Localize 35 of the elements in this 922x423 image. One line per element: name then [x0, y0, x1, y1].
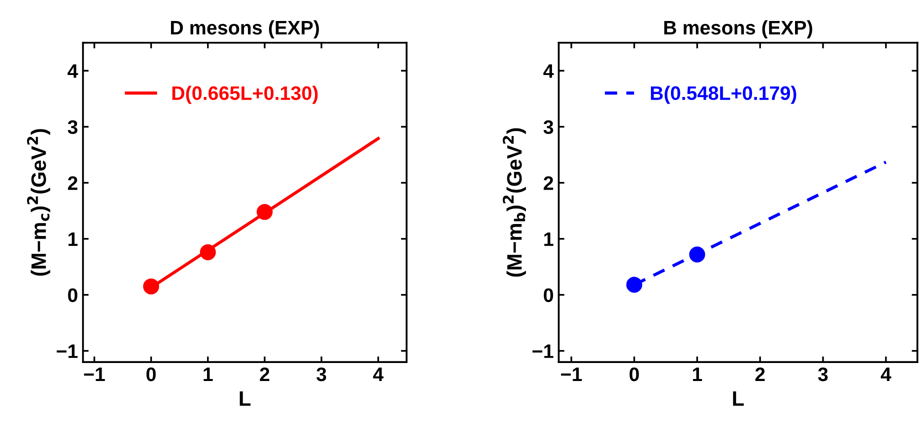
- y-tick-label: 1: [68, 232, 78, 246]
- legend-label: B(0.548L+0.179): [650, 86, 796, 104]
- y-tick-label: 4: [543, 64, 554, 78]
- x-tick-label: 1: [692, 368, 702, 382]
- point: [200, 244, 216, 260]
- y-tick-label: 0: [68, 288, 78, 302]
- x-tick-label: 4: [373, 368, 384, 382]
- point: [256, 204, 273, 220]
- y-tick-label: −1: [532, 344, 554, 358]
- y-tick-label: −1: [56, 344, 78, 358]
- y-axis-title: (M−m$_{b}$)$^{2}$(GeV$^{2}$): [502, 128, 526, 277]
- y-tick-label: 3: [544, 120, 554, 134]
- x-tick-label: −1: [84, 368, 105, 382]
- y-tick-label: 3: [68, 120, 78, 134]
- x-tick-label: 2: [755, 367, 765, 382]
- chart-title: D mesons (EXP): [171, 20, 319, 38]
- x-axis-title: L: [733, 391, 744, 406]
- x-tick-label: 0: [630, 367, 639, 382]
- x-tick-label: −1: [561, 368, 582, 382]
- point: [143, 278, 160, 294]
- x-tick-label: 0: [146, 367, 156, 382]
- x-tick-label: 3: [818, 367, 828, 382]
- y-tick-label: 1: [544, 232, 554, 246]
- x-tick-label: 2: [260, 367, 270, 382]
- y-tick-label: 4: [68, 64, 78, 78]
- x-axis-title: L: [240, 391, 251, 406]
- y-tick-label: 0: [544, 288, 554, 302]
- y-tick-label: 2: [544, 176, 554, 190]
- x-tick-label: 4: [880, 368, 892, 382]
- legend-label: D(0.665L+0.130): [172, 86, 318, 104]
- y-tick-label: 2: [68, 176, 78, 190]
- x-tick-label: 3: [316, 367, 326, 382]
- x-tick-label: 1: [204, 368, 213, 382]
- chart-title: B mesons (EXP): [664, 20, 812, 38]
- y-axis-title: (M−m$_{c}$)$^{2}$(GeV$^{2}$): [27, 129, 50, 276]
